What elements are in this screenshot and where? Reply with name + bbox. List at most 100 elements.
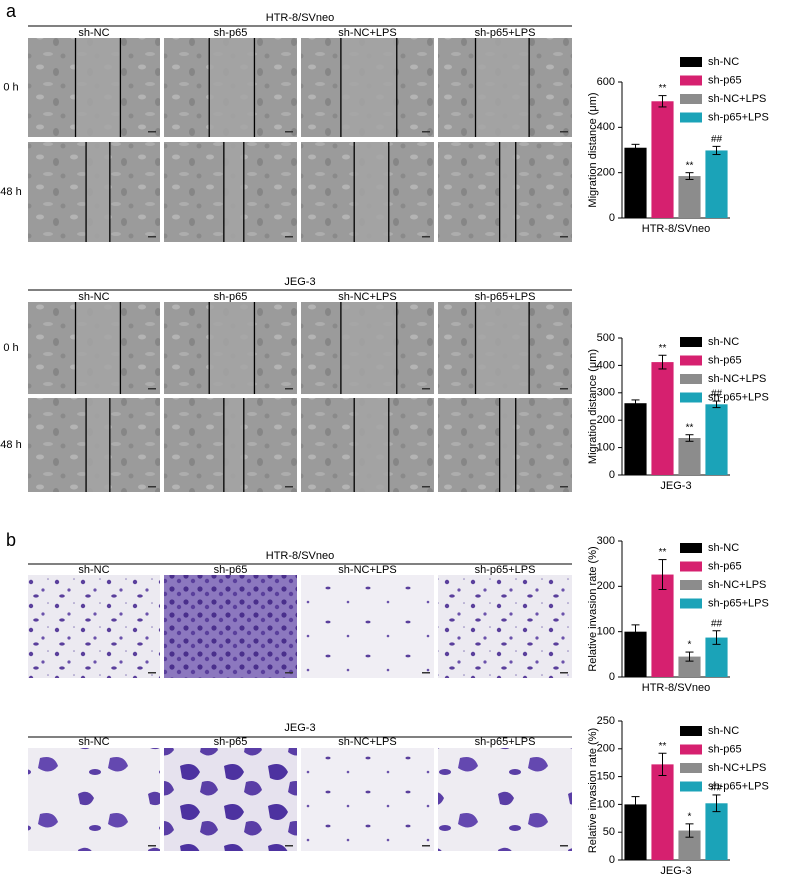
legend-label: sh-NC+LPS xyxy=(708,579,766,591)
y-axis-label: Migration distance (μm) xyxy=(587,349,599,464)
y-tick-label: 0 xyxy=(609,854,615,866)
wound-area xyxy=(86,142,110,242)
legend-label: sh-NC xyxy=(708,336,739,348)
column-header: sh-p65 xyxy=(214,27,248,39)
legend-swatch xyxy=(680,598,702,609)
wound-area xyxy=(209,302,255,394)
legend-swatch xyxy=(680,561,702,572)
y-axis-label: Migration distance (μm) xyxy=(587,92,599,207)
error-bar xyxy=(631,796,640,813)
wound-area xyxy=(354,142,389,242)
y-tick-label: 600 xyxy=(597,76,615,88)
scale-bar xyxy=(422,388,430,390)
wound-area xyxy=(475,302,530,394)
y-tick-label: 0 xyxy=(609,671,615,683)
error-bar xyxy=(658,752,667,776)
column-header: sh-p65+LPS xyxy=(475,291,536,303)
x-tick-label: JEG-3 xyxy=(660,865,691,877)
grid-title: HTR-8/SVneo xyxy=(266,12,334,24)
column-header: sh-NC xyxy=(78,27,109,39)
significance-label: ** xyxy=(686,422,694,433)
significance-label: ## xyxy=(711,783,723,794)
row-label: 48 h xyxy=(0,186,21,198)
error-bar xyxy=(712,630,721,645)
micrograph xyxy=(438,748,572,851)
legend-swatch xyxy=(680,744,702,755)
error-bar xyxy=(685,823,694,838)
column-header: sh-p65 xyxy=(214,564,248,576)
column-header: sh-p65 xyxy=(214,736,248,748)
error-bar xyxy=(631,624,640,639)
x-tick-label: HTR-8/SVneo xyxy=(642,223,710,235)
error-bar xyxy=(658,95,667,108)
legend-label: sh-NC xyxy=(708,56,739,68)
error-bar xyxy=(685,434,694,442)
legend-swatch xyxy=(680,374,702,384)
wound-area xyxy=(499,142,516,242)
legend-swatch xyxy=(680,355,702,366)
scale-bar xyxy=(422,845,430,847)
scale-bar xyxy=(285,845,293,847)
y-axis-label: Relative invasion rate (%) xyxy=(587,728,599,853)
row-label: 0 h xyxy=(3,81,18,93)
error-bar xyxy=(631,399,640,407)
column-header: sh-NC+LPS xyxy=(338,736,396,748)
scale-bar xyxy=(560,131,568,133)
bar xyxy=(651,574,674,677)
scale-bar xyxy=(422,672,430,674)
wound-area xyxy=(75,302,121,394)
legend-label: sh-p65+LPS xyxy=(708,780,769,792)
legend-label: sh-p65 xyxy=(708,74,742,86)
legend-label: sh-NC+LPS xyxy=(708,93,766,105)
y-axis-label: Relative invasion rate (%) xyxy=(587,546,599,671)
micrograph xyxy=(28,575,160,678)
significance-label: ** xyxy=(686,160,694,171)
scale-bar xyxy=(285,388,293,390)
wound-area xyxy=(223,142,244,242)
x-tick-label: JEG-3 xyxy=(660,480,691,492)
y-tick-label: 250 xyxy=(597,715,615,727)
y-tick-label: 200 xyxy=(597,167,615,179)
scale-bar xyxy=(560,236,568,238)
grid-title: JEG-3 xyxy=(284,722,315,734)
legend-label: sh-p65+LPS xyxy=(708,391,769,403)
bar xyxy=(651,764,674,860)
y-tick-label: 0 xyxy=(609,212,615,224)
bar xyxy=(705,637,728,677)
wound-area xyxy=(340,38,397,137)
scale-bar xyxy=(560,486,568,488)
bar xyxy=(678,176,701,218)
legend-label: sh-p65 xyxy=(708,354,742,366)
column-header: sh-p65 xyxy=(214,291,248,303)
significance-label: ** xyxy=(659,741,667,752)
y-tick-label: 50 xyxy=(603,826,615,838)
micrograph xyxy=(164,748,297,851)
scale-bar xyxy=(560,845,568,847)
grid-title: HTR-8/SVneo xyxy=(266,550,334,562)
bar xyxy=(705,404,728,475)
legend-label: sh-NC xyxy=(708,542,739,554)
scale-bar xyxy=(560,672,568,674)
bar xyxy=(705,803,728,860)
bar xyxy=(705,150,728,218)
error-bar xyxy=(658,354,667,370)
column-header: sh-NC+LPS xyxy=(338,291,396,303)
micrograph xyxy=(164,575,297,678)
legend-swatch xyxy=(680,94,702,104)
legend-swatch xyxy=(680,75,702,86)
scale-bar xyxy=(285,486,293,488)
scale-bar xyxy=(148,845,156,847)
legend-swatch xyxy=(680,57,702,67)
legend-swatch xyxy=(680,392,702,403)
scale-bar xyxy=(422,236,430,238)
scale-bar xyxy=(285,672,293,674)
legend-swatch xyxy=(680,112,702,123)
legend-label: sh-p65+LPS xyxy=(708,111,769,123)
scale-bar xyxy=(285,131,293,133)
legend-swatch xyxy=(680,781,702,792)
column-header: sh-p65+LPS xyxy=(475,564,536,576)
legend-label: sh-NC xyxy=(708,725,739,737)
legend-label: sh-p65 xyxy=(708,743,742,755)
legend-label: sh-p65+LPS xyxy=(708,597,769,609)
bar xyxy=(624,804,647,860)
